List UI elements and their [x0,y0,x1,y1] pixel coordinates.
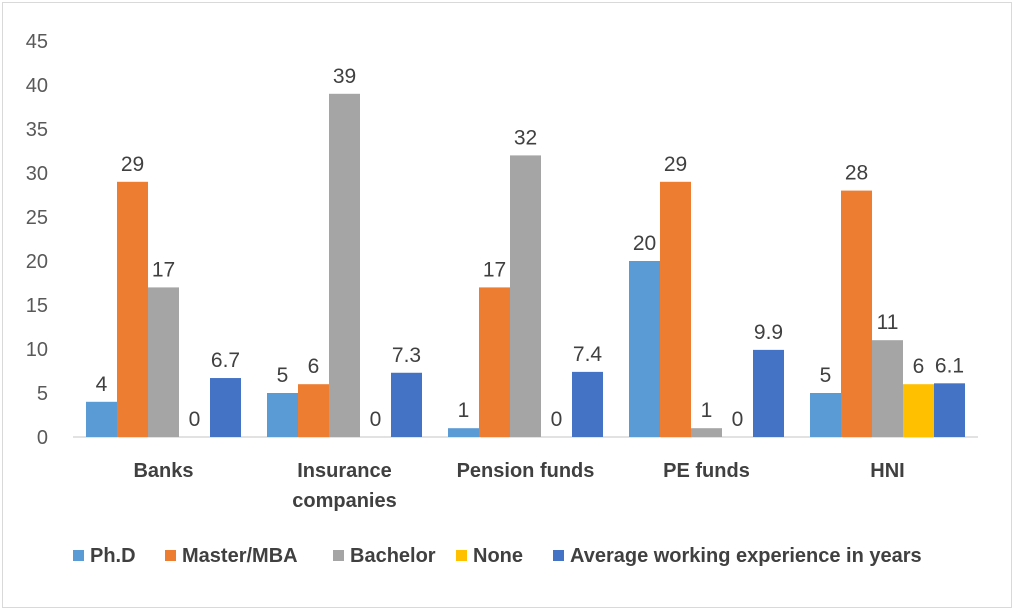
data-label: 0 [551,408,563,431]
data-label: 17 [483,258,506,281]
data-label: 29 [121,153,144,176]
category-label: PE funds [663,460,750,482]
data-label: 1 [458,399,470,422]
y-tick-label: 35 [26,119,48,141]
legend-swatch [456,550,467,561]
data-label: 6.7 [211,349,240,372]
data-label: 6 [913,355,925,378]
data-label: 39 [333,65,356,88]
bar-ph-d [629,261,660,437]
y-tick-label: 15 [26,295,48,317]
bar-none [903,384,934,437]
data-label: 6 [308,355,320,378]
data-label: 29 [664,153,687,176]
bar-bachelor [148,287,179,437]
legend-swatch [333,550,344,561]
category-label: Insurance [297,460,391,482]
bar-average-working-experience-in-years [572,371,603,437]
y-tick-label: 10 [26,339,48,361]
bar-ph-d [86,401,117,437]
bar-master-mba [841,190,872,437]
legend-label: Ph.D [90,545,136,567]
bar-ph-d [448,428,479,437]
bar-master-mba [117,181,148,437]
legend-label: None [473,545,523,567]
data-label: 0 [370,408,382,431]
category-label: HNI [870,460,904,482]
bar-bachelor [329,93,360,438]
legend-swatch [165,550,176,561]
data-label: 11 [877,311,899,334]
y-tick-label: 45 [26,31,48,53]
data-label: 7.4 [573,343,603,366]
bar-ph-d [810,393,841,437]
data-label: 0 [189,408,201,431]
data-label: 0 [732,408,744,431]
y-tick-label: 40 [26,75,48,97]
y-tick-label: 25 [26,207,48,229]
bar-bachelor [872,340,903,437]
bar-average-working-experience-in-years [391,372,422,437]
data-label: 28 [845,162,868,185]
legend-label: Average working experience in years [570,545,922,567]
data-label: 7.3 [392,344,421,367]
legend-label: Bachelor [350,545,436,567]
legend-label: Master/MBA [182,545,298,567]
y-tick-label: 0 [37,427,48,449]
y-tick-label: 20 [26,251,48,273]
bar-bachelor [510,155,541,437]
data-label: 32 [514,126,537,149]
bar-master-mba [660,181,691,437]
category-label: companies [292,490,396,512]
category-label: Banks [133,460,193,482]
bar-average-working-experience-in-years [210,378,241,437]
data-label: 4 [96,373,108,396]
bar-ph-d [267,393,298,437]
y-tick-label: 5 [37,383,48,405]
y-tick-label: 30 [26,163,48,185]
legend-swatch [553,550,564,561]
data-label: 1 [701,399,713,422]
bar-average-working-experience-in-years [934,383,965,437]
category-label: Pension funds [457,460,595,482]
data-label: 5 [820,364,832,387]
bar-master-mba [479,287,510,437]
bar-bachelor [691,428,722,437]
data-label: 6.1 [935,354,964,377]
data-label: 17 [152,258,175,281]
bar-master-mba [298,384,329,437]
data-label: 9.9 [754,321,783,344]
data-label: 20 [633,232,656,255]
bar-average-working-experience-in-years [753,349,784,437]
data-label: 5 [277,364,289,387]
legend-swatch [73,550,84,561]
